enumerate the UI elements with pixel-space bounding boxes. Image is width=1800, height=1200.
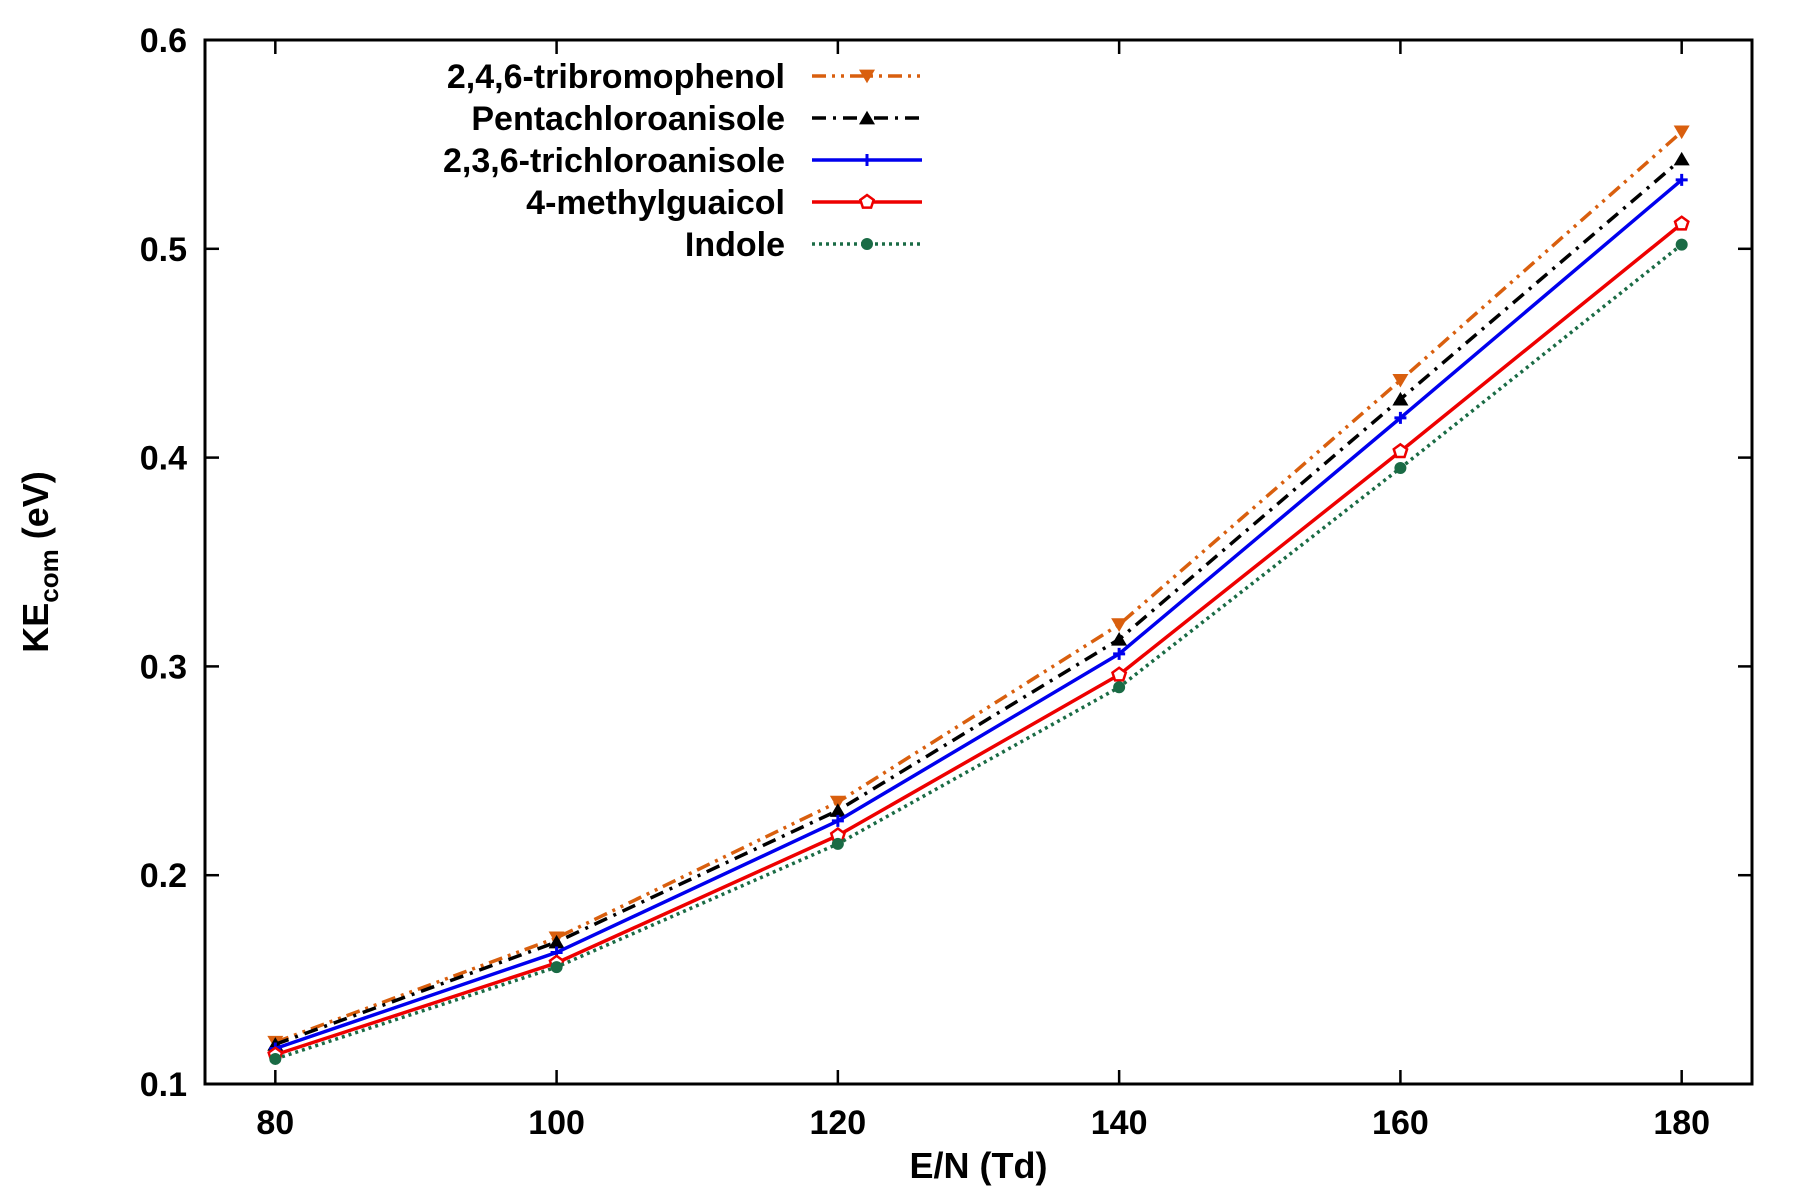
y-tick-label: 0.2 xyxy=(140,857,187,895)
data-point xyxy=(859,69,875,84)
legend-entry-2: 2,3,6-trichloroanisole xyxy=(443,142,922,180)
data-point xyxy=(1111,666,1128,682)
data-point xyxy=(1394,411,1407,424)
data-point xyxy=(829,803,846,817)
legend: 2,4,6-tribromophenol Pentachloroanisole 2,… xyxy=(443,58,922,264)
data-point xyxy=(1394,462,1407,475)
data-point xyxy=(861,238,873,250)
data-point xyxy=(859,110,875,125)
series-line xyxy=(274,157,1683,1046)
plot-frame xyxy=(203,38,1754,1086)
data-point xyxy=(1113,647,1126,660)
legend-entry-4: Indole xyxy=(685,226,922,264)
axis-ticks: 80 100 120 140 160 180 0.1 0.2 0.3 0.4 0.5 0.6 xyxy=(140,22,1752,1142)
plot-border xyxy=(203,38,1754,1086)
series-1 xyxy=(267,151,1690,1051)
y-tick-label: 0.1 xyxy=(140,1066,187,1104)
series-0 xyxy=(267,125,1690,1050)
series-line xyxy=(274,130,1683,1044)
y-axis-title: KEcom (eV) xyxy=(15,471,64,653)
data-point xyxy=(548,934,565,949)
legend-entry-1: Pentachloroanisole xyxy=(471,100,922,138)
y-tick-label: 0.5 xyxy=(140,231,187,269)
y-tick-label: 0.3 xyxy=(140,648,187,686)
legend-label: 2,3,6-trichloroanisole xyxy=(443,142,785,180)
x-tick-label: 180 xyxy=(1653,1104,1710,1142)
y-tick-label: 0.6 xyxy=(140,22,187,60)
series-line xyxy=(274,222,1683,1057)
series-3 xyxy=(267,215,1690,1062)
y-axis-title-subscript: com xyxy=(34,549,64,602)
data-point xyxy=(1675,173,1688,186)
data-point xyxy=(831,837,844,850)
y-axis-title-unit: (eV) xyxy=(15,471,56,549)
y-axis-title-main: KE xyxy=(15,603,56,653)
series-line xyxy=(274,178,1683,1051)
legend-label: Indole xyxy=(685,226,785,264)
data-point xyxy=(1392,391,1409,406)
data-point xyxy=(550,961,563,974)
legend-label: Pentachloroanisole xyxy=(471,100,785,138)
y-tick-label: 0.4 xyxy=(140,440,187,478)
series-4 xyxy=(269,238,1688,1065)
x-tick-label: 100 xyxy=(528,1104,585,1142)
legend-label: 2,4,6-tribromophenol xyxy=(447,58,785,96)
series-2 xyxy=(269,173,1688,1055)
legend-entry-3: 4-methylguaicol xyxy=(526,184,922,222)
data-point xyxy=(1675,238,1688,251)
data-point xyxy=(1392,442,1409,459)
x-tick-label: 80 xyxy=(256,1104,294,1142)
data-point xyxy=(831,814,844,827)
x-tick-label: 160 xyxy=(1372,1104,1429,1142)
data-series xyxy=(267,125,1690,1065)
x-tick-label: 140 xyxy=(1091,1104,1148,1142)
data-point xyxy=(858,193,876,209)
x-tick-label: 120 xyxy=(809,1104,866,1142)
data-point xyxy=(829,795,846,810)
data-point xyxy=(1111,618,1128,632)
data-point xyxy=(269,1052,282,1065)
series-line xyxy=(274,243,1683,1061)
data-point xyxy=(861,154,873,166)
data-point xyxy=(1113,681,1126,694)
data-point xyxy=(1111,632,1128,646)
data-point xyxy=(1673,125,1690,140)
data-point xyxy=(1392,373,1409,388)
data-point xyxy=(1673,215,1690,231)
legend-entry-0: 2,4,6-tribromophenol xyxy=(447,58,922,96)
legend-label: 4-methylguaicol xyxy=(526,184,785,222)
x-axis-title: E/N (Td) xyxy=(910,1145,1048,1186)
data-point xyxy=(1673,151,1690,166)
